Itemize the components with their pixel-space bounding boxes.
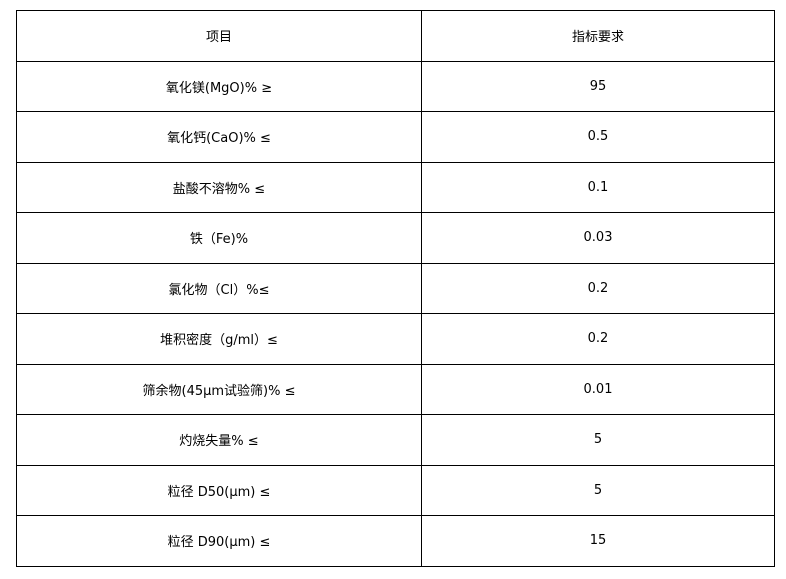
item-cell: 盐酸不溶物% ≤	[16, 161, 422, 213]
item-cell: 灼烧失量% ≤	[16, 414, 422, 466]
item-cell: 氧化镁(MgO)% ≥	[16, 60, 422, 112]
table-row: 灼烧失量% ≤5	[16, 414, 775, 466]
header-item: 项目	[16, 10, 422, 62]
table-row: 筛余物(45μm试验筛)% ≤0.01	[16, 363, 775, 415]
table-row: 粒径 D90(μm) ≤15	[16, 515, 775, 567]
table-row: 盐酸不溶物% ≤0.1	[16, 161, 775, 213]
requirement-cell: 0.1	[421, 161, 775, 213]
requirement-cell: 0.03	[421, 212, 775, 264]
item-cell: 粒径 D50(μm) ≤	[16, 464, 422, 516]
requirement-cell: 0.2	[421, 262, 775, 314]
requirement-cell: 95	[421, 60, 775, 112]
requirement-cell: 5	[421, 414, 775, 466]
spec-table: 项目 指标要求 氧化镁(MgO)% ≥95 氧化钙(CaO)% ≤0.5 盐酸不溶物…	[16, 10, 775, 567]
table-row: 堆积密度（g/ml）≤ 0.2	[16, 313, 775, 365]
item-cell: 氯化物（Cl）%≤	[16, 262, 422, 314]
requirement-cell: 0.01	[421, 363, 775, 415]
requirement-cell: 0.5	[421, 111, 775, 163]
table-row: 氧化镁(MgO)% ≥95	[16, 60, 775, 112]
item-cell: 氧化钙(CaO)% ≤	[16, 111, 422, 163]
requirement-cell: 0.2	[421, 313, 775, 365]
item-cell: 堆积密度（g/ml）≤	[16, 313, 422, 365]
table-row: 氧化钙(CaO)% ≤0.5	[16, 111, 775, 163]
table-row: 氯化物（Cl）%≤ 0.2	[16, 262, 775, 314]
header-requirement: 指标要求	[421, 10, 775, 62]
header-row: 项目 指标要求	[16, 10, 775, 62]
requirement-cell: 15	[421, 515, 775, 567]
item-cell: 筛余物(45μm试验筛)% ≤	[16, 363, 422, 415]
item-cell: 铁（Fe)%	[16, 212, 422, 264]
item-cell: 粒径 D90(μm) ≤	[16, 515, 422, 567]
table-row: 粒径 D50(μm) ≤5	[16, 464, 775, 516]
table-row: 铁（Fe)% 0.03	[16, 212, 775, 264]
requirement-cell: 5	[421, 464, 775, 516]
